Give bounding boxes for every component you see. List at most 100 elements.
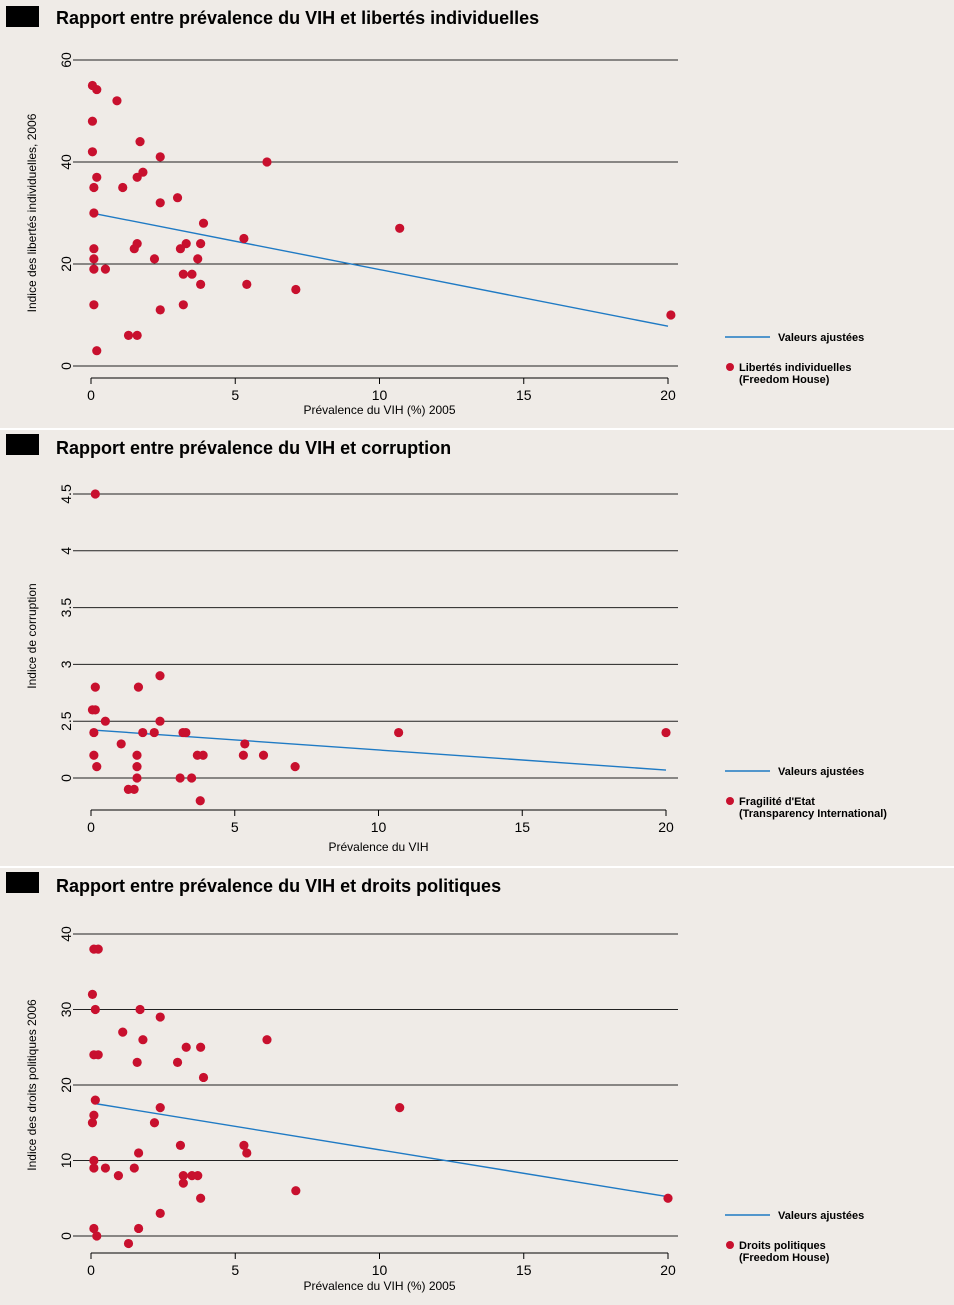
data-point	[89, 300, 99, 310]
legend-series-label: Droits politiques	[739, 1240, 826, 1252]
data-point	[129, 244, 139, 254]
data-point	[132, 330, 142, 340]
data-point	[196, 279, 206, 289]
data-point	[155, 198, 165, 208]
data-point	[240, 739, 250, 749]
y-tick-label: 30	[58, 1002, 74, 1018]
x-axis-title: Prévalence du VIH	[328, 840, 428, 854]
y-axis-title: Indice des droits politiques 2006	[25, 999, 39, 1171]
x-tick-label: 10	[372, 387, 388, 403]
panel-divider-1	[0, 428, 954, 430]
data-point	[242, 279, 252, 289]
data-point	[196, 1193, 206, 1203]
data-point	[175, 244, 186, 254]
data-point	[196, 1042, 206, 1052]
y-tick-label: 60	[58, 52, 74, 68]
y-tick-label: 40	[58, 926, 74, 942]
data-point	[134, 1148, 144, 1158]
chart-panel-1: Rapport entre prévalence du VIH et liber…	[0, 0, 954, 428]
data-point	[123, 1238, 134, 1249]
data-point	[238, 750, 248, 760]
data-point	[87, 147, 98, 157]
data-point	[92, 346, 102, 356]
data-point	[113, 1171, 124, 1181]
y-tick-label: 0	[58, 774, 74, 782]
data-point	[90, 705, 100, 715]
data-point	[93, 944, 103, 954]
x-tick-label: 20	[660, 387, 676, 403]
data-point	[155, 671, 165, 681]
data-point	[193, 1171, 203, 1181]
data-point	[89, 182, 99, 193]
data-point	[149, 254, 160, 264]
data-point	[92, 1231, 102, 1241]
data-point	[663, 1193, 673, 1203]
data-point	[89, 1223, 99, 1234]
data-point	[135, 1004, 145, 1015]
legend-series-label: (Freedom House)	[739, 1252, 830, 1264]
data-point	[181, 1042, 191, 1052]
data-point	[129, 1163, 139, 1173]
x-tick-label: 10	[371, 819, 387, 835]
fitted-line	[96, 1103, 669, 1198]
data-point	[178, 1171, 188, 1181]
data-point	[100, 1163, 111, 1173]
y-tick-label: 20	[58, 1077, 74, 1093]
title-marker-1	[6, 6, 39, 27]
data-point	[87, 989, 98, 1000]
data-point	[118, 1027, 128, 1037]
data-point	[87, 1118, 98, 1128]
data-point	[138, 727, 148, 738]
data-point	[129, 784, 139, 794]
data-point	[242, 1148, 252, 1158]
legend-fit-label: Valeurs ajustées	[778, 1210, 864, 1222]
data-point	[89, 244, 99, 254]
x-tick-label: 0	[87, 1262, 95, 1278]
data-point	[262, 1035, 272, 1045]
data-point	[394, 727, 404, 738]
data-point	[155, 1103, 165, 1113]
data-point	[178, 300, 188, 310]
data-point	[89, 1155, 99, 1166]
legend-fit-label: Valeurs ajustées	[778, 766, 864, 778]
y-tick-label: 2.5	[58, 711, 74, 731]
data-point	[89, 750, 99, 760]
x-tick-label: 15	[514, 819, 530, 835]
data-point	[134, 1223, 144, 1234]
y-tick-label: 3.5	[58, 598, 74, 618]
fitted-line	[96, 729, 667, 771]
data-point	[193, 254, 203, 264]
data-point	[132, 773, 142, 783]
data-point	[116, 739, 126, 749]
data-point	[175, 1140, 186, 1150]
chart-panel-2: Rapport entre prévalence du VIH et corru…	[0, 430, 954, 866]
data-point	[661, 727, 671, 738]
data-point	[89, 254, 99, 264]
data-point	[187, 773, 197, 783]
data-point	[155, 1208, 165, 1218]
data-point	[90, 1095, 100, 1105]
x-tick-label: 15	[516, 387, 532, 403]
data-point	[155, 305, 165, 315]
legend-series-label: (Transparency International)	[739, 808, 887, 820]
data-point	[195, 796, 205, 806]
x-tick-label: 10	[372, 1262, 388, 1278]
data-point	[89, 208, 99, 218]
data-point	[178, 269, 188, 279]
x-tick-label: 5	[231, 819, 239, 835]
data-point	[90, 489, 100, 499]
data-point	[90, 682, 100, 692]
data-point	[666, 310, 676, 320]
x-axis-title: Prévalence du VIH (%) 2005	[303, 403, 455, 417]
data-point	[89, 1110, 99, 1120]
data-point	[89, 264, 99, 274]
data-point	[198, 218, 209, 228]
data-point	[395, 1103, 405, 1113]
data-point	[100, 716, 110, 726]
title-marker-3	[6, 872, 39, 893]
data-point	[132, 762, 142, 772]
data-point	[132, 750, 142, 760]
x-tick-label: 15	[516, 1262, 532, 1278]
data-point	[175, 773, 185, 783]
y-tick-label: 0	[58, 362, 74, 370]
